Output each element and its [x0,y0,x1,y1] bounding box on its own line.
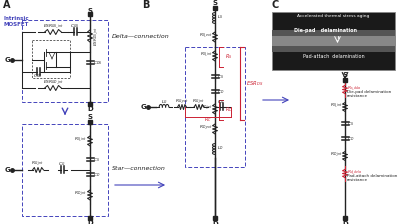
Text: A: A [3,0,10,10]
Text: $C_G$: $C_G$ [217,98,225,106]
Text: $R_{S\_int}$: $R_{S\_int}$ [330,102,343,110]
Text: D: D [87,106,93,112]
Text: G: G [4,57,10,63]
Text: $L_S$: $L_S$ [217,13,223,21]
Text: $C_D$: $C_D$ [347,135,354,143]
Text: $L_D$: $L_D$ [217,144,224,152]
Text: D: D [212,221,218,224]
Text: $R_{S\_ext}$: $R_{S\_ext}$ [200,32,213,40]
Text: $ESR_{GD\_int}$: $ESR_{GD\_int}$ [42,79,64,87]
Text: S: S [88,8,92,14]
Text: G: G [140,104,146,110]
Text: $ESR_{DS}$: $ESR_{DS}$ [246,79,263,88]
Text: Pad-attach delamination
resistance: Pad-attach delamination resistance [347,174,397,182]
Text: $C_{GB}$: $C_{GB}$ [33,72,43,80]
Text: B: B [142,0,149,10]
Text: $R_{D\_int}$: $R_{D\_int}$ [200,104,213,112]
Text: $R_{G\_int}$: $R_{G\_int}$ [32,160,44,168]
Bar [22,20,108,102]
Text: Die-pad   delamination: Die-pad delamination [294,28,357,33]
Text: $R_{S\_int}$: $R_{S\_int}$ [200,51,213,59]
Text: G: G [4,167,10,173]
Text: Intrinsic
MOSFET: Intrinsic MOSFET [3,16,29,27]
Text: $C_S$: $C_S$ [93,156,100,164]
Text: $C_S$: $C_S$ [217,73,224,81]
Bar [272,36,395,46]
Bar [32,40,70,78]
Text: Accelerated thermal stress aging: Accelerated thermal stress aging [297,14,370,18]
Text: Pad-attach  delamination: Pad-attach delamination [303,54,364,59]
Text: $R_D$: $R_D$ [225,106,233,114]
Text: $R_{d\_dela}$: $R_{d\_dela}$ [347,169,362,177]
Text: $C_{DS}$: $C_{DS}$ [93,59,102,67]
Bar [22,124,108,216]
Text: $C_G$: $C_G$ [58,160,66,168]
Text: Die-pad delamination
resistance: Die-pad delamination resistance [347,90,391,98]
Text: S: S [342,72,348,78]
Text: $C_D$: $C_D$ [217,88,224,96]
Text: $R_{S\_int}$: $R_{S\_int}$ [74,136,87,144]
Text: Delta—connection: Delta—connection [112,34,170,39]
Text: D: D [87,220,93,224]
Text: Star—connection: Star—connection [112,166,166,171]
Bar [185,47,245,167]
Text: D: D [342,221,348,224]
Text: $R_{G\_int}$: $R_{G\_int}$ [192,98,206,106]
Text: $C_S$: $C_S$ [347,120,354,128]
Text: S: S [212,0,218,6]
Text: $L_G$: $L_G$ [161,98,167,106]
Text: $R_{s\_dela}$: $R_{s\_dela}$ [347,85,362,93]
Text: $C_D$: $C_D$ [93,171,100,179]
Text: $ESR_{DS\_int}$: $ESR_{DS\_int}$ [93,26,101,46]
Text: $C_{GS}$: $C_{GS}$ [70,22,80,30]
Text: $R_S$: $R_S$ [225,53,232,61]
Bar [272,12,395,70]
Text: C: C [272,0,279,10]
Text: S: S [88,114,92,120]
Text: $R_{D\_int}$: $R_{D\_int}$ [74,190,87,198]
Text: $R_{D\_int}$: $R_{D\_int}$ [330,151,343,159]
Text: $R_{D\_ext}$: $R_{D\_ext}$ [199,124,213,132]
Text: $R_C$: $R_C$ [204,115,212,124]
Text: $ESR_{GS\_int}$: $ESR_{GS\_int}$ [43,23,63,31]
Bar [272,30,395,52]
Text: $R_{G\_ext}$: $R_{G\_ext}$ [175,98,189,106]
